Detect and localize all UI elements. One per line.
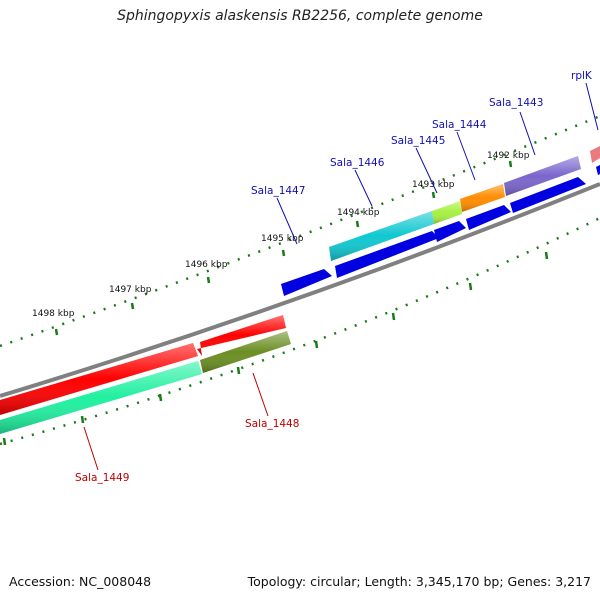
label-leaders <box>83 82 599 471</box>
gene-label-sala-1447: Sala_1447 <box>251 185 305 197</box>
inner-major-ticks <box>2 251 549 446</box>
gene-label-sala-1444: Sala_1444 <box>432 119 487 131</box>
genome-stats-text: Topology: circular; Length: 3,345,170 bp… <box>247 574 591 589</box>
genome-backbone <box>0 182 600 398</box>
tick-label: 1494 kbp <box>337 208 380 218</box>
map-title: Sphingopyxis alaskensis RB2256, complete… <box>117 8 483 24</box>
tick-label: 1497 kbp <box>109 285 152 295</box>
tick-label: 1498 kbp <box>32 309 75 319</box>
gene-label-sala-1446: Sala_1446 <box>330 157 385 169</box>
tick-label: 1496 kbp <box>185 260 228 270</box>
forward-gene-bars <box>329 146 600 261</box>
forward-cds-arrows <box>281 165 600 296</box>
accession-text: Accession: NC_008048 <box>9 574 152 589</box>
gene-label-sala-1448: Sala_1448 <box>245 418 299 430</box>
gene-label-sala-1449: Sala_1449 <box>75 472 129 484</box>
cds-arrow <box>596 165 600 175</box>
outer-tick-ring <box>0 114 600 348</box>
cds-arrow <box>281 269 332 296</box>
tick-label: 1492 kbp <box>487 151 530 161</box>
outer-major-ticks <box>54 160 513 336</box>
gene-labels: Sala_1443 Sala_1444 Sala_1445 Sala_1446 … <box>75 70 593 484</box>
cds-arrow <box>335 231 439 278</box>
inner-tick-ring <box>0 216 600 446</box>
gene-bar-rplk <box>590 146 600 163</box>
reverse-gene-bars <box>0 315 291 434</box>
gene-label-sala-1443: Sala_1443 <box>489 97 543 109</box>
cds-arrow <box>434 221 466 242</box>
cds-arrow <box>510 177 586 213</box>
tick-label: 1495 kbp <box>261 234 304 244</box>
tick-labels: 1492 kbp 1493 kbp 1494 kbp 1495 kbp 1496… <box>32 151 530 319</box>
cds-arrow <box>466 205 511 230</box>
gene-label-rplk: rplK <box>571 70 593 82</box>
gene-label-sala-1445: Sala_1445 <box>391 135 445 147</box>
